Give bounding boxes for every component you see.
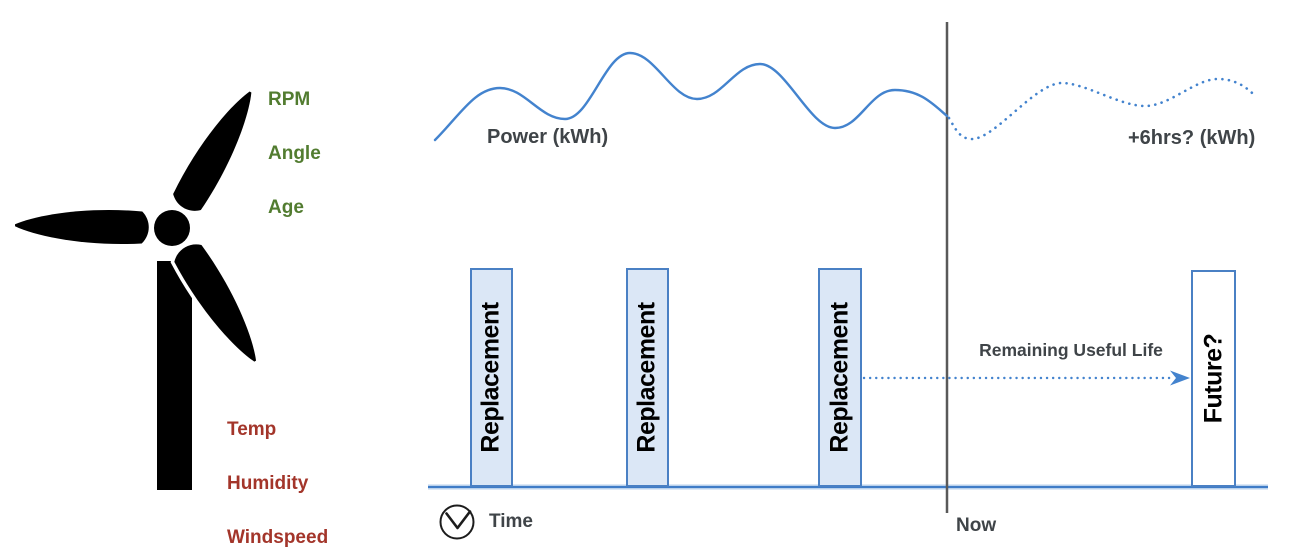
forecast-series-label: +6hrs? (kWh): [1128, 127, 1256, 149]
clock-icon: [439, 504, 475, 540]
wind-turbine-icon: [11, 87, 260, 490]
replacement-bar-1-label: Replacement: [477, 302, 505, 453]
now-label: Now: [956, 515, 997, 536]
turbine-inputs-top: RPM Angle Age: [268, 86, 321, 221]
future-bar: Future?: [1191, 270, 1236, 487]
turbine-inputs-bottom: Temp Humidity Windspeed: [227, 416, 328, 551]
input-humidity: Humidity: [227, 473, 309, 494]
future-bar-label: Future?: [1199, 333, 1228, 424]
rul-arrow: [862, 370, 1190, 386]
replacement-bar-2: Replacement: [626, 268, 669, 487]
remaining-useful-life-label: Remaining Useful Life: [979, 340, 1163, 360]
replacement-bar-3-label: Replacement: [825, 302, 854, 453]
power-series-label: Power (kWh): [487, 126, 609, 148]
time-axis-label: Time: [489, 511, 534, 532]
input-windspeed: Windspeed: [227, 527, 329, 548]
input-angle: Angle: [268, 143, 321, 164]
input-age: Age: [268, 197, 304, 218]
replacement-bar-2-label: Replacement: [633, 302, 661, 453]
input-temp: Temp: [227, 419, 277, 440]
input-rpm: RPM: [268, 89, 311, 110]
power-curve: [433, 51, 949, 142]
replacement-bar-1: Replacement: [470, 268, 513, 487]
replacement-bar-3: Replacement: [818, 268, 862, 487]
forecast-curve: [947, 77, 1258, 141]
